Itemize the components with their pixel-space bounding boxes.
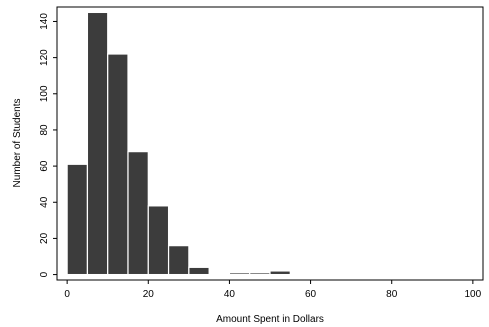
histogram-bar [391,273,413,276]
y-tick-label: 0 [39,271,50,277]
x-axis-label: Amount Spent in Dollars [216,314,324,325]
y-tick-label: 140 [39,13,50,30]
x-tick-label: 40 [224,289,236,300]
plot-frame [56,6,484,281]
bars-group [66,11,474,276]
histogram-bar [269,270,291,276]
x-tick-label: 100 [465,289,482,300]
y-tick-label: 60 [39,160,50,172]
histogram-bar [451,273,474,276]
y-axis-label: Number of Students [12,99,23,188]
x-axis: 0 20 40 60 80 100 [64,280,482,300]
histogram-bar [127,151,149,276]
histogram-bar [431,273,454,276]
histogram-bar [411,273,433,276]
histogram-bar [147,205,170,276]
x-tick-label: 0 [64,289,70,300]
histogram-bar [208,273,231,276]
histogram-bar [66,163,89,276]
histogram-bar [228,272,251,276]
y-tick-label: 40 [39,196,50,208]
y-tick-label: 100 [39,85,50,102]
histogram-bar [86,11,109,276]
histogram-bar [370,273,393,276]
histogram-bar [330,273,352,276]
histogram-bar [188,266,210,276]
histogram-bar [289,273,312,276]
y-axis: 0 20 40 60 80 100 120 140 [39,13,57,277]
x-tick-label: 20 [143,289,155,300]
y-tick-label: 20 [39,232,50,244]
y-tick-label: 80 [39,124,50,136]
histogram-bar [350,273,373,276]
histogram-bar [167,245,190,276]
y-tick-label: 120 [39,49,50,66]
x-tick-label: 80 [386,289,398,300]
histogram-bar [107,53,129,276]
histogram-bar [249,272,271,276]
histogram-bar [309,273,332,276]
x-tick-label: 60 [305,289,317,300]
